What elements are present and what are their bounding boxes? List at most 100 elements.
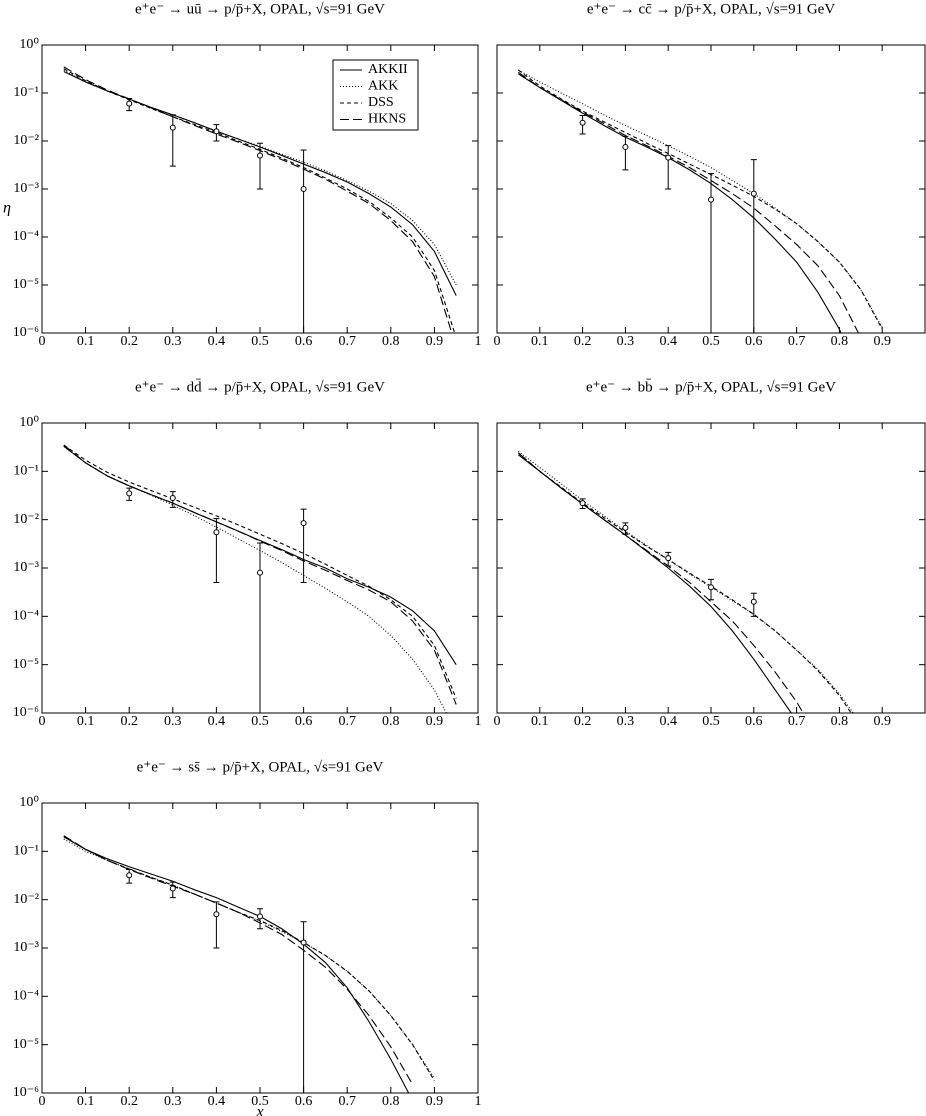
chart-title: e⁺e⁻ → uū → p/p̄+X, OPAL, √s=91 GeV: [135, 1, 385, 17]
x-tick-label: 0.3: [617, 334, 635, 349]
error-bar: [750, 592, 757, 617]
curve: [63, 445, 457, 665]
curve: [63, 835, 414, 1085]
y-tick-label: 10⁻⁶: [13, 705, 39, 720]
data-point: [622, 524, 629, 531]
curve: [518, 450, 854, 713]
curve: [518, 69, 883, 330]
y-tick-label: 10⁻²: [13, 512, 39, 527]
chart-title: e⁺e⁻ → cc̄ → p/p̄+X, OPAL, √s=91 GeV: [587, 1, 835, 17]
data-point: [665, 555, 672, 562]
data-point: [213, 529, 220, 536]
data-point: [708, 196, 714, 203]
x-tick-label: 0: [39, 334, 46, 349]
x-tick-label: 0.6: [745, 714, 763, 729]
curve: [63, 836, 410, 1093]
curve: [518, 69, 883, 328]
error-bar: [169, 114, 176, 167]
curve: [518, 73, 842, 333]
error-bar: [750, 159, 757, 333]
plot-area: [63, 835, 435, 1093]
x-tick-label: 0.5: [702, 334, 720, 349]
y-tick-label: 10⁻³: [13, 560, 39, 575]
x-tick-label: 0.1: [531, 334, 549, 349]
data-point: [708, 584, 714, 591]
x-tick-label: 0.9: [426, 1094, 444, 1109]
x-tick-label: 0.3: [164, 334, 182, 349]
y-tick-label: 10⁻⁴: [13, 609, 39, 624]
x-tick-label: 0.8: [831, 334, 849, 349]
y-tick-label: 10⁰: [19, 795, 39, 810]
y-tick-label: 10⁻⁵: [13, 277, 39, 292]
x-tick-label: 0.3: [617, 714, 635, 729]
x-tick-label: 0.7: [788, 714, 806, 729]
x-tick-label: 0.2: [120, 714, 138, 729]
x-tick-label: 0: [39, 714, 46, 729]
x-tick-label: 0.5: [251, 334, 269, 349]
y-tick-label: 10⁻¹: [13, 85, 39, 100]
data-point: [579, 500, 586, 507]
x-tick-label: 0.7: [338, 1094, 356, 1109]
curve: [518, 452, 804, 713]
legend-label: HKNS: [368, 112, 406, 127]
data-point: [300, 939, 307, 946]
x-tick-label: 0.2: [120, 1094, 138, 1109]
chart-title: e⁺e⁻ → bb̄ → p/p̄+X, OPAL, √s=91 GeV: [586, 379, 836, 395]
data-point: [169, 124, 176, 131]
curve: [63, 838, 435, 1079]
data-point: [300, 186, 307, 192]
x-tick-label: 0.1: [77, 334, 95, 349]
plot-area: [518, 450, 854, 713]
chart-title: e⁺e⁻ → dd̄ → p/p̄+X, OPAL, √s=91 GeV: [135, 379, 385, 395]
curve: [518, 71, 860, 333]
y-tick-label: 10⁻¹: [13, 464, 39, 479]
x-tick-label: 0.8: [382, 714, 400, 729]
legend-label: AKKII: [368, 62, 408, 77]
x-tick-label: 0: [494, 714, 501, 729]
error-bar: [213, 901, 220, 949]
error-bar: [213, 518, 220, 584]
x-tick-label: 0: [39, 1094, 46, 1109]
data-point: [126, 490, 133, 497]
y-tick-label: 10⁻⁴: [13, 989, 39, 1004]
x-tick-label: 0.4: [208, 714, 226, 729]
x-tick-label: 0.4: [659, 334, 677, 349]
plot-frame: [496, 422, 926, 714]
legend-label: DSS: [368, 95, 394, 110]
x-tick-label: 0.1: [531, 714, 549, 729]
x-tick-label: 0.5: [251, 1094, 269, 1109]
error-bar: [665, 145, 672, 190]
x-tick-label: 0.1: [77, 714, 95, 729]
error-bar: [257, 142, 263, 190]
y-tick-label: 10⁻⁴: [13, 229, 39, 244]
curve: [518, 452, 852, 713]
data-point: [579, 119, 586, 126]
y-tick-label: 10⁻²: [13, 892, 39, 907]
x-tick-label: 0.8: [831, 714, 849, 729]
x-tick-label: 0.4: [208, 1094, 226, 1109]
y-tick-label: 10⁻⁶: [13, 325, 39, 340]
data-point: [213, 128, 220, 135]
error-bar: [300, 149, 307, 333]
x-tick-label: 0.6: [295, 1094, 313, 1109]
x-tick-label: 0.9: [426, 714, 444, 729]
data-point: [169, 885, 176, 892]
y-tick-label: 10⁻⁵: [13, 657, 39, 672]
y-tick-label: 10⁻⁶: [13, 1085, 39, 1100]
data-point: [300, 520, 307, 527]
x-tick-label: 0.7: [788, 334, 806, 349]
x-tick-label: 0.8: [382, 334, 400, 349]
data-point: [257, 152, 263, 159]
data-point: [213, 911, 220, 918]
error-bar: [622, 135, 629, 171]
x-tick-label: 0.8: [382, 1094, 400, 1109]
x-tick-label: 0.2: [574, 714, 592, 729]
error-bar: [257, 542, 263, 713]
plot-frame: [41, 802, 479, 1094]
x-tick-label: 0.4: [208, 334, 226, 349]
curve: [63, 836, 435, 1081]
y-tick-label: 10⁰: [19, 37, 39, 52]
x-tick-label: 0.1: [77, 1094, 95, 1109]
x-tick-label: 0.9: [426, 334, 444, 349]
